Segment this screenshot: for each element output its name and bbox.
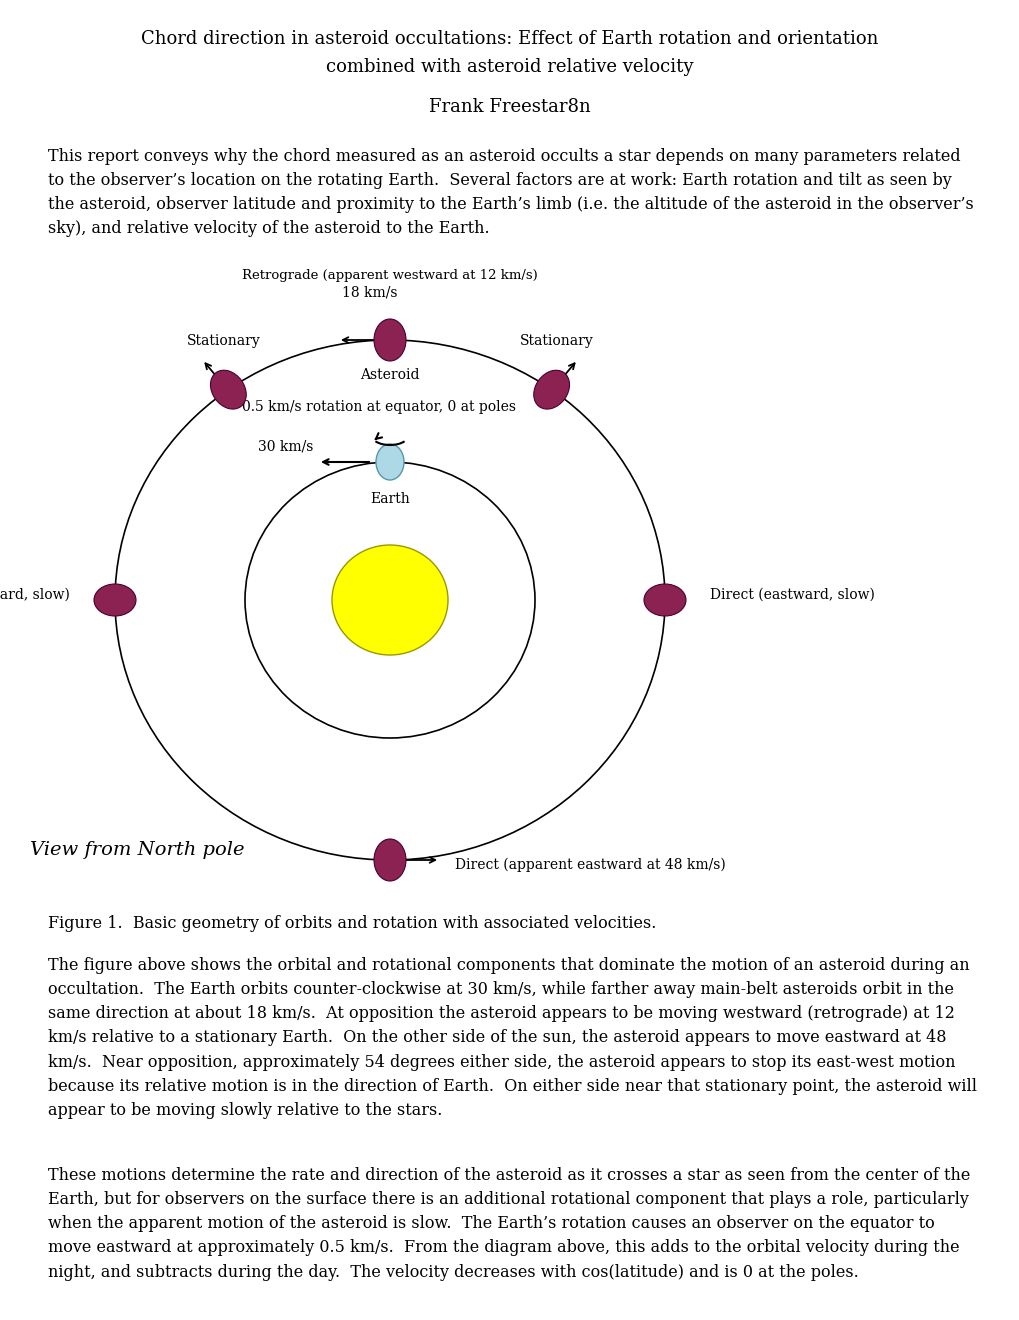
Ellipse shape: [331, 545, 447, 655]
Ellipse shape: [643, 583, 686, 616]
Text: Frank Freestar8n: Frank Freestar8n: [429, 98, 590, 116]
Text: The figure above shows the orbital and rotational components that dominate the m: The figure above shows the orbital and r…: [48, 957, 976, 1119]
Text: This report conveys why the chord measured as an asteroid occults a star depends: This report conveys why the chord measur…: [48, 148, 973, 238]
Text: Direct (eastward, slow): Direct (eastward, slow): [0, 587, 70, 602]
Ellipse shape: [94, 583, 136, 616]
Text: combined with asteroid relative velocity: combined with asteroid relative velocity: [326, 58, 693, 77]
Text: 30 km/s: 30 km/s: [258, 440, 313, 454]
Text: Direct (apparent eastward at 48 km/s): Direct (apparent eastward at 48 km/s): [454, 858, 726, 873]
Text: Retrograde (apparent westward at 12 km/s): Retrograde (apparent westward at 12 km/s…: [242, 269, 537, 282]
Text: Stationary: Stationary: [520, 334, 593, 347]
Text: Chord direction in asteroid occultations: Effect of Earth rotation and orientati: Chord direction in asteroid occultations…: [142, 30, 877, 48]
Ellipse shape: [533, 370, 569, 409]
Text: Direct (eastward, slow): Direct (eastward, slow): [709, 587, 874, 602]
Text: Earth: Earth: [370, 492, 410, 506]
Text: Stationary: Stationary: [186, 334, 260, 347]
Text: 0.5 km/s rotation at equator, 0 at poles: 0.5 km/s rotation at equator, 0 at poles: [242, 400, 516, 414]
Text: These motions determine the rate and direction of the asteroid as it crosses a s: These motions determine the rate and dir…: [48, 1167, 969, 1280]
Ellipse shape: [374, 319, 406, 360]
Ellipse shape: [210, 370, 246, 409]
Text: Figure 1.  Basic geometry of orbits and rotation with associated velocities.: Figure 1. Basic geometry of orbits and r…: [48, 915, 656, 932]
Ellipse shape: [376, 444, 404, 480]
Ellipse shape: [374, 840, 406, 880]
Text: Asteroid: Asteroid: [360, 368, 420, 381]
Text: View from North pole: View from North pole: [30, 841, 245, 859]
Text: 18 km/s: 18 km/s: [342, 286, 397, 300]
